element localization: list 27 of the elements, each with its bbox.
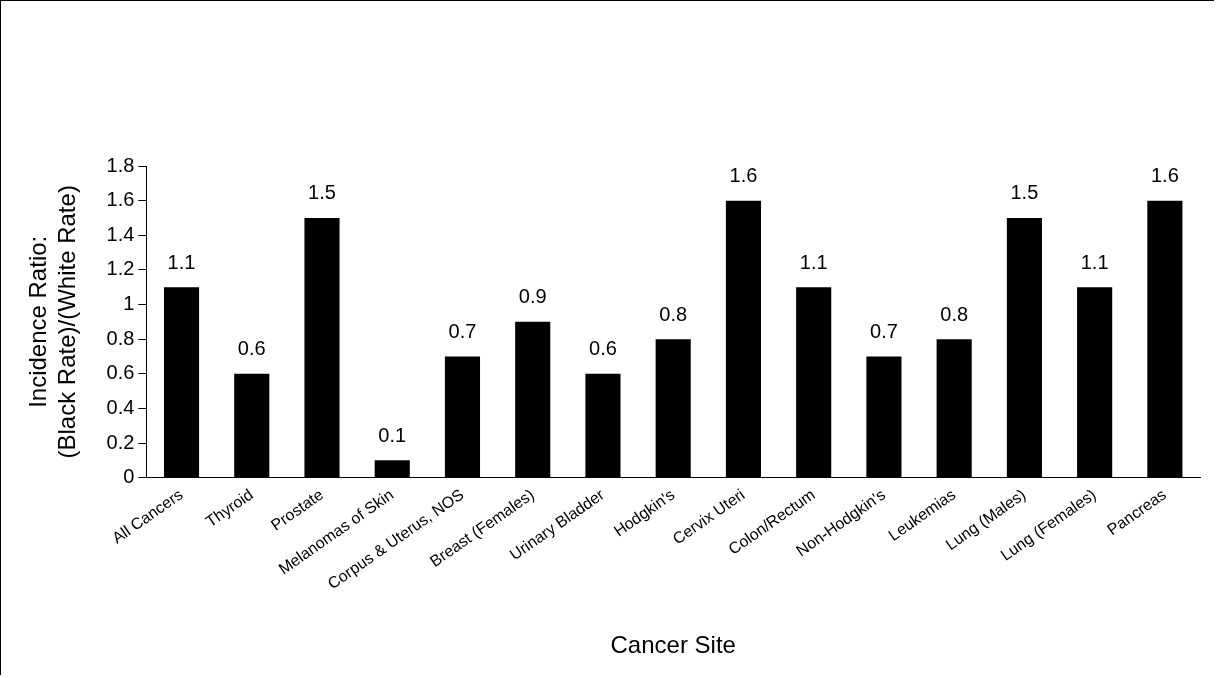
data-label: 0.7 <box>870 319 898 342</box>
data-label: 0.1 <box>378 423 407 446</box>
data-label: 1.1 <box>167 250 196 273</box>
y-tick-label: 1.8 <box>106 153 135 176</box>
y-tick-label: 0.4 <box>106 395 135 418</box>
y-tick-label: 1.2 <box>106 257 135 280</box>
y-tick-label: 1.4 <box>106 222 135 245</box>
data-label: 1.1 <box>1080 250 1109 273</box>
data-label: 0.6 <box>589 337 617 360</box>
data-label: 0.7 <box>448 319 477 342</box>
y-axis-title: Incidence Ratio: (Black Rate)/(White Rate) <box>24 185 80 459</box>
x-axis-title: Cancer Site <box>610 631 736 659</box>
y-tick-label: 0.8 <box>106 326 135 349</box>
data-label: 1.5 <box>308 181 336 204</box>
data-label: 1.6 <box>729 164 758 187</box>
data-label: 1.5 <box>1010 181 1039 204</box>
y-tick-label: 0.6 <box>106 361 135 384</box>
y-tick-label: 1 <box>123 292 135 315</box>
y-tick-label: 1.6 <box>106 188 135 211</box>
y-tick-label: 0.2 <box>106 430 135 453</box>
data-label: 1.6 <box>1150 164 1179 187</box>
data-label: 0.8 <box>940 302 969 325</box>
y-tick-label: 0 <box>123 465 135 488</box>
data-label: 0.9 <box>518 285 547 308</box>
data-label: 1.1 <box>799 250 828 273</box>
data-label: 0.8 <box>659 302 688 325</box>
data-label: 0.6 <box>237 337 266 360</box>
